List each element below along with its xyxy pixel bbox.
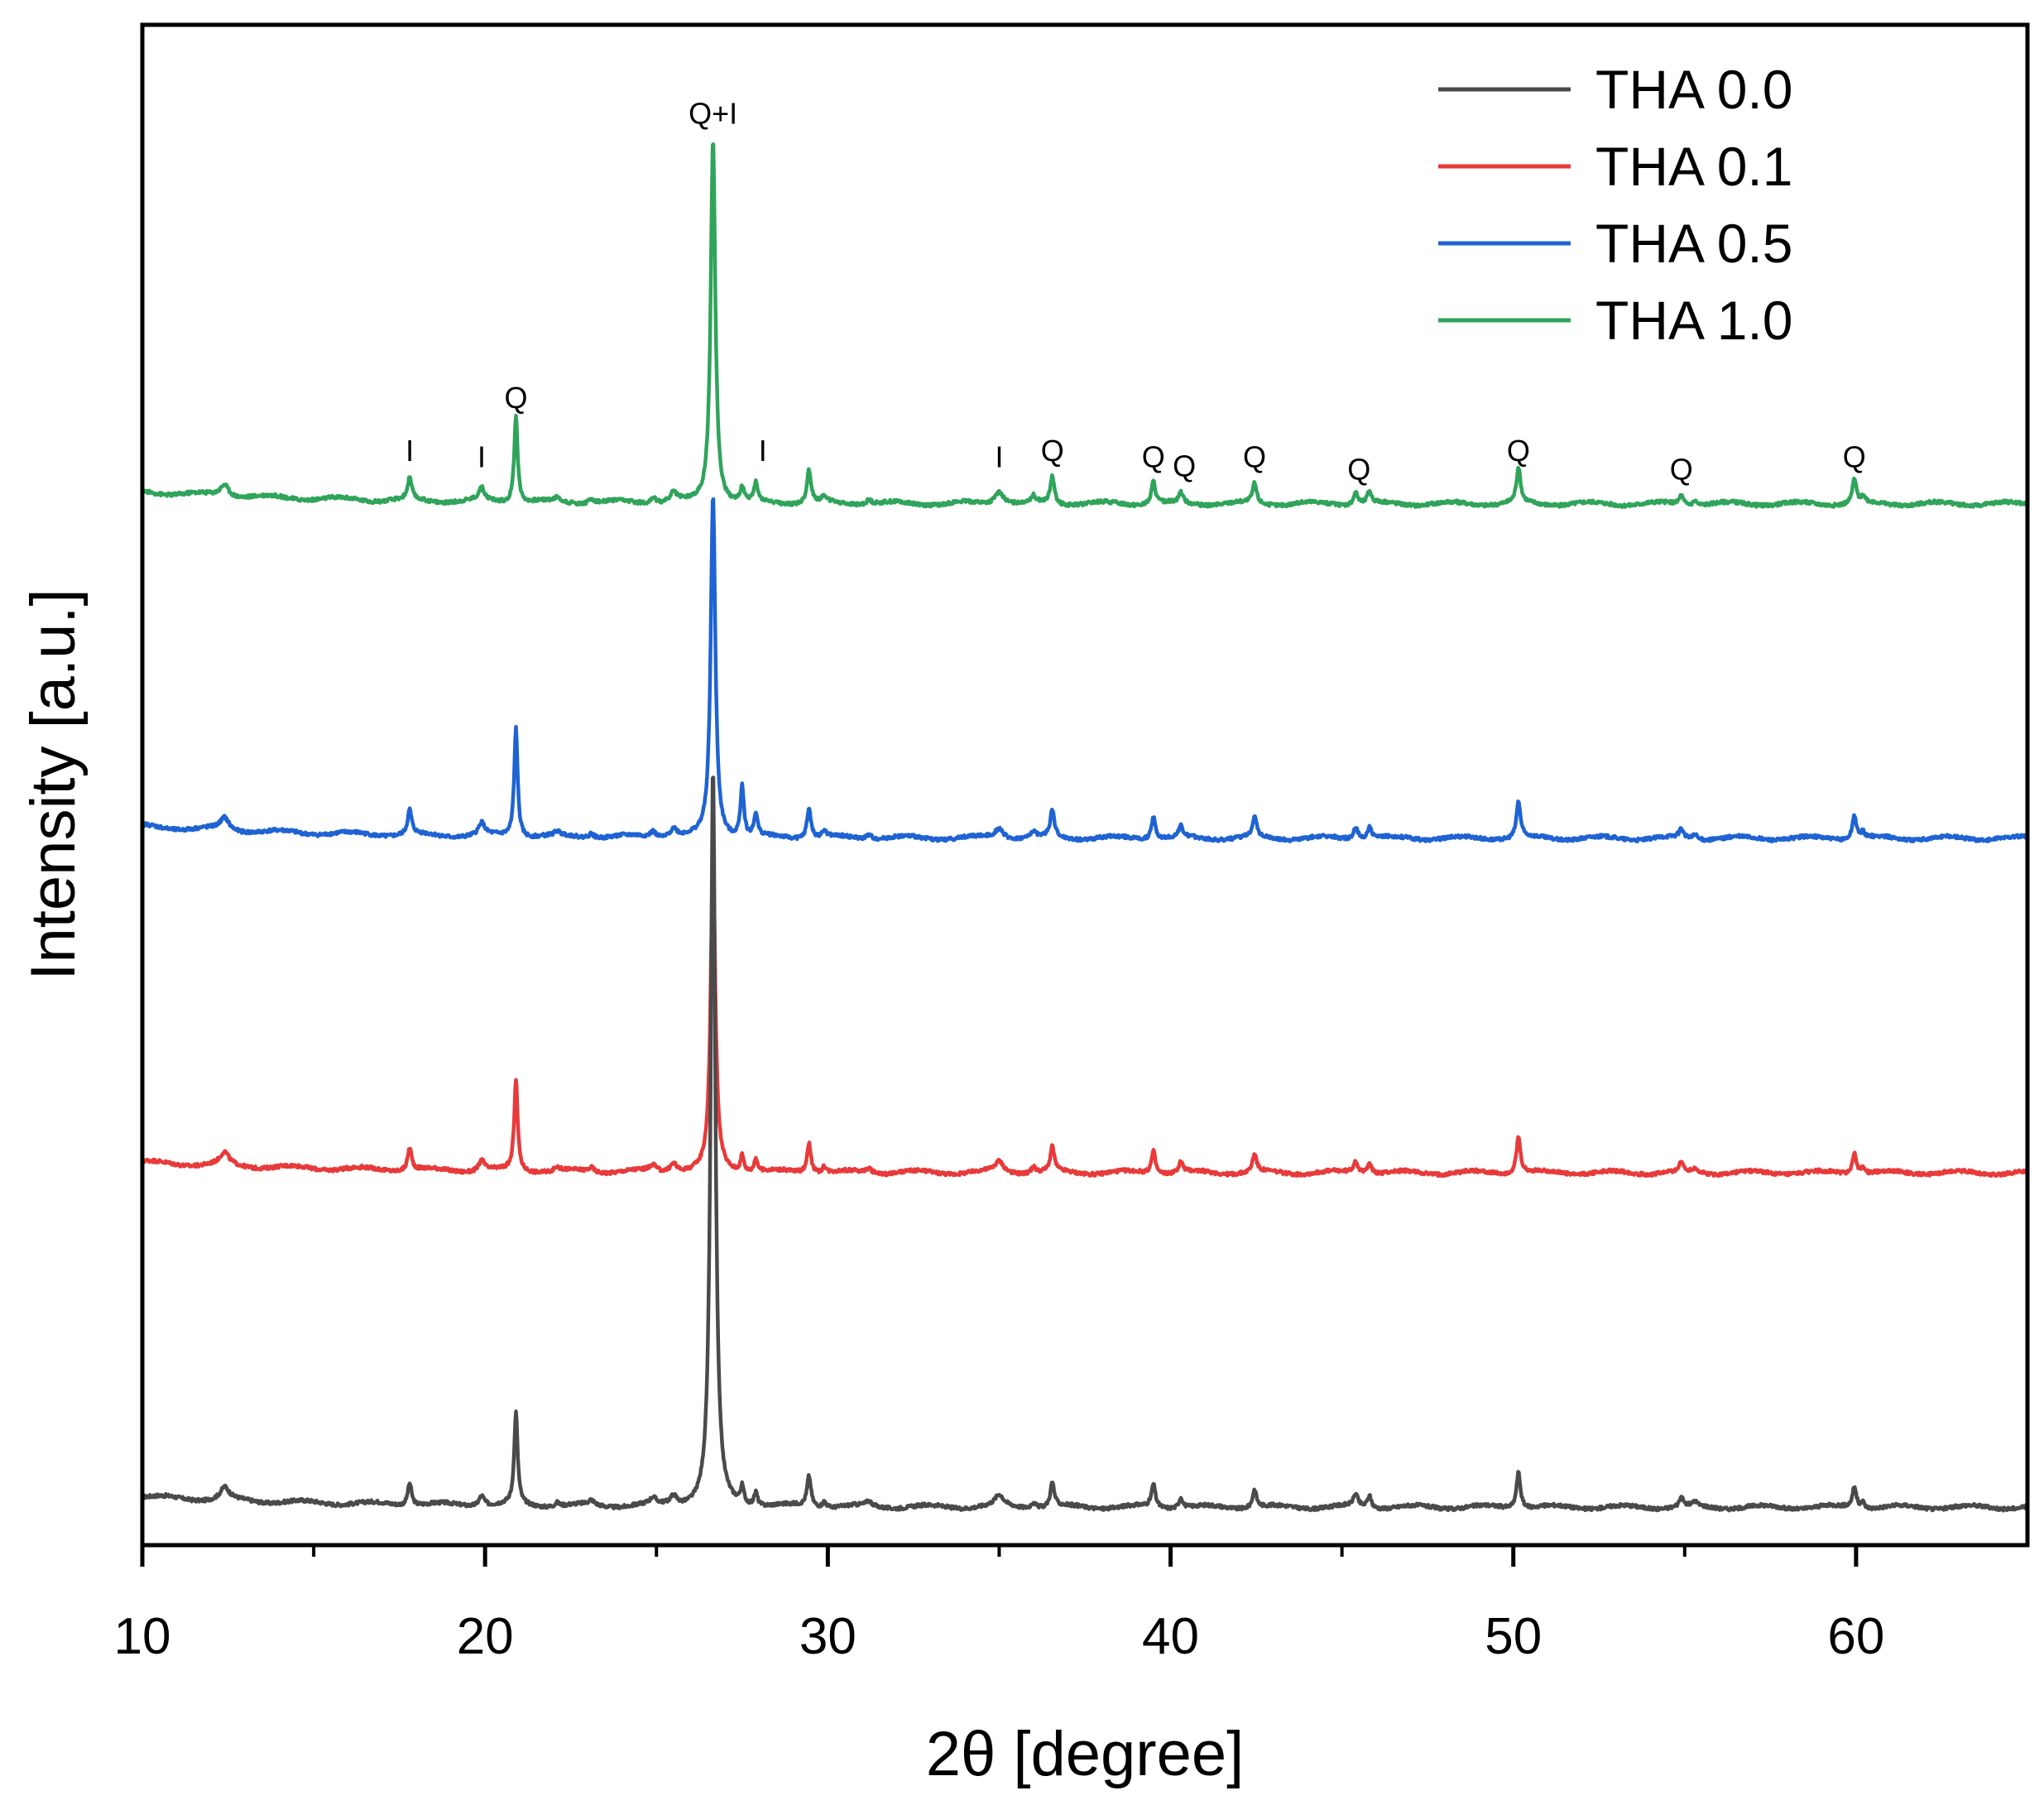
peak-label-3: I — [477, 440, 486, 474]
peak-label-7: Q — [1041, 434, 1064, 468]
peak-label-5: I — [759, 434, 767, 468]
peak-label-13: Q — [1670, 452, 1693, 486]
series-line-tha-0-5 — [141, 497, 2029, 844]
legend-label-tha-0-1: THA 0.1 — [1595, 136, 1792, 197]
peak-label-6: I — [995, 440, 1003, 474]
peak-annotations: Q+II IQI I Q Q Q Q QQQ Q — [405, 96, 1866, 486]
legend: THA 0.0 THA 0.1 THA 0.5 THA 1.0 — [1438, 59, 1792, 351]
x-tick-label-30: 30 — [799, 1608, 856, 1665]
series-layer — [140, 142, 2030, 1513]
series-line-tha-0-1 — [140, 852, 2030, 1179]
axes: 10 20 30 40 50 60 — [114, 1545, 1884, 1665]
legend-label-tha-0-5: THA 0.5 — [1595, 213, 1792, 274]
peak-label-11: Q — [1347, 452, 1370, 486]
x-tick-label-20: 20 — [457, 1608, 514, 1665]
peak-label-2: I — [405, 434, 414, 468]
peak-label-9: Q — [1173, 449, 1196, 483]
legend-label-tha-0-0: THA 0.0 — [1595, 59, 1792, 120]
peak-label-10: Q — [1243, 440, 1266, 474]
x-tick-label-10: 10 — [114, 1608, 171, 1665]
legend-label-tha-1-0: THA 1.0 — [1595, 290, 1792, 351]
peak-label-12: Q — [1507, 434, 1530, 468]
peak-label-4: Q — [504, 381, 527, 415]
x-tick-label-60: 60 — [1827, 1608, 1884, 1665]
peak-label-8: Q — [1142, 440, 1165, 474]
peak-label-14: Q — [1843, 440, 1866, 474]
plot-frame — [140, 22, 2030, 1548]
y-axis-title: Intensity [a.u.] — [18, 588, 89, 980]
series-line-tha-1-0 — [140, 142, 2029, 509]
series-line-tha-0-0 — [141, 775, 2029, 1513]
x-axis-title: 2θ [degree] — [926, 1719, 1245, 1789]
peak-label-1: Q+I — [689, 96, 737, 130]
x-tick-label-40: 40 — [1142, 1608, 1199, 1665]
x-tick-label-50: 50 — [1485, 1608, 1542, 1665]
